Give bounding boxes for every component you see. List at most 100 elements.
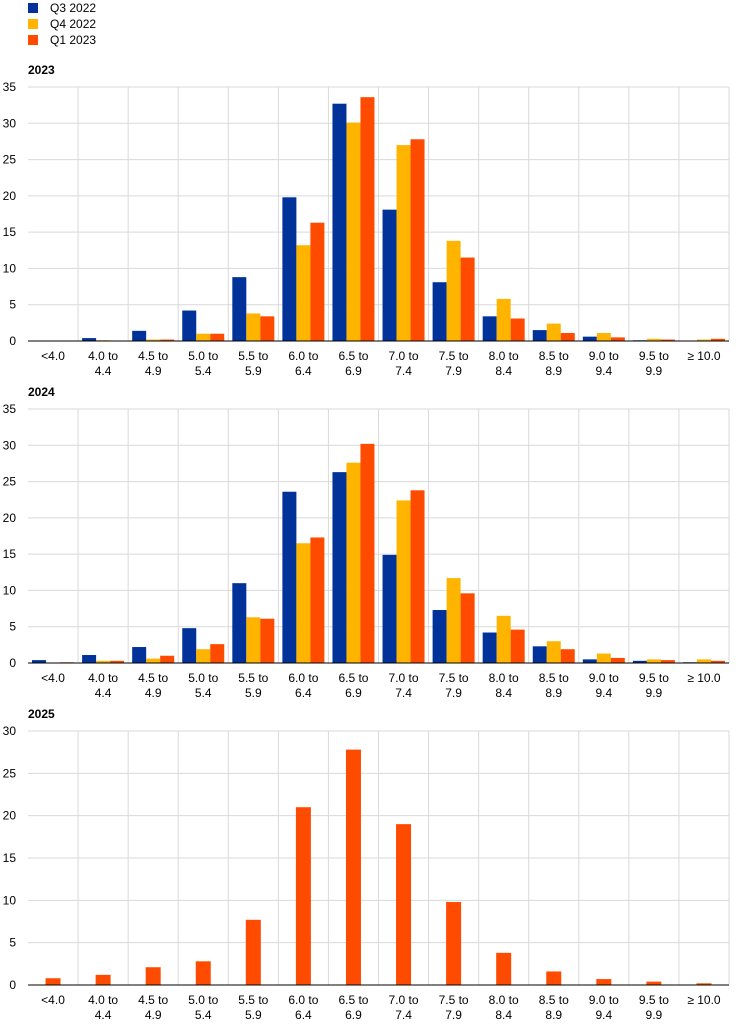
legend-item-q1-2023: Q1 2023 [28,32,96,48]
bar-q3-2022 [132,647,147,663]
x-tick-label: 6.5 to [338,993,368,1007]
x-tick-label: 6.9 [345,1008,362,1022]
y-tick-label: 15 [3,225,17,239]
x-tick-label: 8.4 [495,364,512,378]
x-tick-label: 7.0 to [389,671,419,685]
y-tick-label: 0 [9,656,16,670]
chart-2024: 0 5 10 15 20 25 30 35 <4.0 4.0 to4.4 4.5 to4.9 5.0 … [3,402,730,700]
bar-q3-2022 [432,282,447,341]
bar-q1-2023 [145,967,161,985]
panel-title-2025: 2025 [28,707,55,721]
x-tick-label: 4.5 to [138,349,168,363]
bar-q1-2023 [210,333,225,341]
bar-q4-2022 [646,659,661,663]
bar-q4-2022 [246,617,261,663]
x-tick-label: <4.0 [41,993,65,1007]
bar-q1-2023 [160,655,175,663]
x-tick-label: <4.0 [41,349,65,363]
x-tick-label: 7.4 [395,686,412,700]
x-tick-label: 7.9 [445,686,462,700]
bar-q1-2023 [610,657,625,663]
x-tick-label: 6.0 to [288,993,318,1007]
bar-q4-2022 [546,323,561,341]
bar-q4-2022 [196,333,211,341]
x-tick-label: 4.0 to [88,671,118,685]
bar-q3-2022 [32,660,47,663]
y-tick-label: 10 [3,583,17,597]
bar-q4-2022 [646,338,661,341]
bar-q3-2022 [632,660,647,663]
bar-q3-2022 [182,310,197,341]
x-tick-label: 5.5 to [238,349,268,363]
y-tick-label: 5 [9,936,16,950]
legend-swatch-q3-2022 [28,3,38,13]
legend-label-q3-2022: Q3 2022 [50,1,97,15]
bar-q1-2023 [560,333,575,341]
bar-q1-2023 [360,97,375,341]
x-tick-label: 8.9 [545,364,562,378]
y-tick-label: 30 [3,438,17,452]
chart-2025: 0 5 10 15 20 25 30 <4.0 4.0 to4.4 4.5 to4.9 5.0 to… [3,724,730,1022]
x-tick-label: 8.9 [545,686,562,700]
bar-q1-2023 [396,824,412,985]
x-tick-label: 7.0 to [389,993,419,1007]
bar-q4-2022 [296,245,311,341]
y-tick-label: 0 [9,978,16,992]
x-tick-label: 8.5 to [539,671,569,685]
bar-q4-2022 [546,641,561,663]
bar-q1-2023 [410,139,425,341]
x-tick-label: 9.4 [595,364,612,378]
bar-q3-2022 [532,330,547,341]
bar-q1-2023 [95,974,111,985]
x-tick-label: 8.5 to [539,349,569,363]
y-tick-label: 35 [3,80,17,94]
x-tick-label: 4.4 [95,364,112,378]
bar-q4-2022 [146,658,161,663]
bar-q3-2022 [432,610,447,663]
bar-q1-2023 [410,490,425,663]
bar-q4-2022 [346,122,361,341]
bar-q1-2023 [710,338,725,341]
x-tick-label: 4.5 to [138,671,168,685]
x-tick-label: 6.5 to [338,349,368,363]
bar-q3-2022 [582,659,597,663]
x-tick-label: ≥ 10.0 [687,349,721,363]
x-tick-label: 4.4 [95,686,112,700]
bar-q4-2022 [396,500,411,663]
legend-label-q1-2023: Q1 2023 [50,33,97,47]
bar-q1-2023 [646,981,662,985]
bar-q4-2022 [246,313,261,341]
bar-q3-2022 [332,472,347,663]
x-tick-label: 7.5 to [439,993,469,1007]
x-tick-label: 8.5 to [539,993,569,1007]
x-tick-label: 7.9 [445,1008,462,1022]
y-tick-label: 5 [9,298,16,312]
bar-q1-2023 [310,537,325,663]
bar-q1-2023 [710,660,725,663]
x-tick-label: 7.4 [395,1008,412,1022]
bar-q3-2022 [382,554,397,663]
bar-q4-2022 [496,298,511,341]
bar-q3-2022 [232,583,247,663]
bar-q4-2022 [346,462,361,663]
bar-q1-2023 [546,971,562,985]
legend-item-q3-2022: Q3 2022 [28,0,96,16]
bar-q4-2022 [596,653,611,663]
bar-q1-2023 [245,919,261,985]
x-tick-label: 7.5 to [439,349,469,363]
x-tick-label: 7.5 to [439,671,469,685]
x-tick-label: 6.9 [345,686,362,700]
bar-q3-2022 [332,103,347,341]
bar-q3-2022 [182,628,197,663]
x-tick-label: 9.9 [646,1008,663,1022]
bar-q1-2023 [260,618,275,663]
x-tick-label: 9.5 to [639,671,669,685]
bar-q3-2022 [82,338,97,341]
bar-q3-2022 [282,197,297,341]
bar-q1-2023 [360,443,375,663]
y-tick-label: 35 [3,402,17,416]
x-tick-label: 4.0 to [88,349,118,363]
x-tick-label: 5.4 [195,364,212,378]
x-tick-label: 5.0 to [188,993,218,1007]
bar-q3-2022 [482,316,497,341]
